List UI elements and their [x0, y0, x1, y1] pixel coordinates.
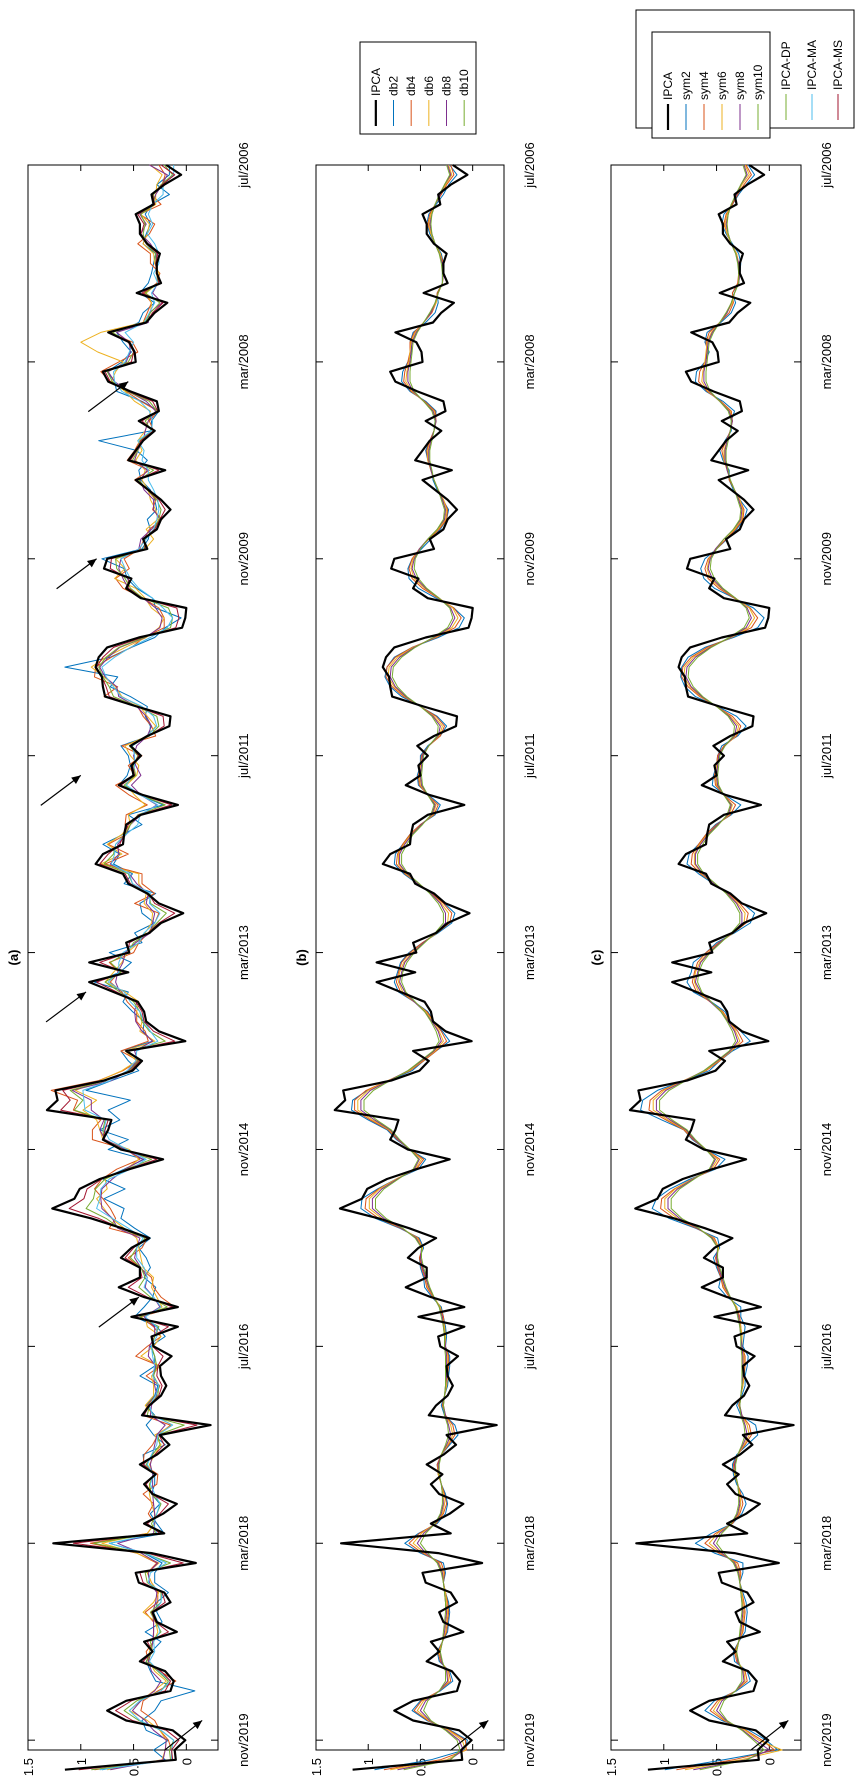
x-tick-label: jul/2016: [819, 1324, 834, 1371]
legend-label-db2: db2: [387, 76, 401, 96]
annotation-arrowhead: [87, 558, 97, 568]
legend-label-db4: db4: [404, 76, 418, 96]
legend-label-sym4: sym4: [697, 71, 711, 100]
legend-box: [359, 41, 477, 135]
legend-label-ipca-dp: IPCA-DP: [779, 41, 793, 90]
x-tick-label: jul/2016: [236, 1324, 251, 1371]
x-tick-label: mar/2008: [236, 334, 251, 389]
x-tick-label: mar/2018: [819, 1516, 834, 1571]
x-tick-label: jul/2006: [236, 142, 251, 189]
legend-label-sym6: sym6: [715, 71, 729, 100]
panel-title: (a): [6, 950, 21, 966]
x-tick-label: mar/2013: [522, 925, 537, 980]
legend-label-db8: db8: [440, 76, 454, 96]
x-tick-label: jul/2016: [522, 1324, 537, 1371]
y-tick-label: 0: [466, 1758, 481, 1765]
legend-label-sym10: sym10: [751, 64, 765, 100]
legend-label-sym2: sym2: [679, 71, 693, 100]
series-line-sym10: [659, 164, 765, 1771]
legend: IPCA sym2 sym4 sym6 sym8 sym10: [651, 31, 771, 139]
y-tick-label: 1.5: [309, 1758, 324, 1776]
y-tick-label: 1: [361, 1758, 376, 1765]
x-tick-label: jul/2011: [236, 733, 251, 779]
x-tick-label: nov/2019: [819, 1713, 834, 1767]
x-tick-label: mar/2013: [236, 925, 251, 980]
annotation-arrowhead: [76, 991, 87, 1001]
series-line-ipca: [333, 164, 498, 1771]
y-tick-label: 0.5: [127, 1758, 142, 1776]
x-tick-label: nov/2014: [819, 1123, 834, 1177]
y-tick-label: 0: [179, 1758, 194, 1765]
y-tick-label: 1: [657, 1758, 672, 1765]
legend-label-ipca-ma: IPCA-MA: [805, 40, 819, 90]
x-tick-label: mar/2018: [236, 1516, 251, 1571]
panel-b: 1.5 1 0.5 0jul/2006mar/2008nov/2009jul/2011…: [294, 41, 537, 1776]
series-line-ipca-ma: [82, 165, 175, 1771]
annotation-arrowhead: [129, 1297, 139, 1306]
annotation-arrowhead: [71, 775, 81, 784]
y-tick-label: 0: [762, 1758, 777, 1765]
panel-title: (c): [589, 950, 604, 966]
x-tick-label: nov/2019: [236, 1713, 251, 1767]
annotation-arrowhead: [778, 1720, 789, 1730]
x-tick-label: mar/2013: [819, 925, 834, 980]
panel-c: 1.5 1 0.5 0jul/2006mar/2008nov/2009jul/2011…: [589, 31, 834, 1776]
legend-label-ipca: IPCA: [369, 68, 383, 96]
series-line-ipca-ex3: [71, 164, 168, 1771]
x-tick-label: jul/2006: [819, 142, 834, 189]
y-tick-label: 1: [74, 1758, 89, 1765]
series-line-ipca-ex2: [75, 164, 174, 1771]
y-tick-label: 1.5: [604, 1758, 619, 1776]
x-tick-label: jul/2011: [819, 733, 834, 779]
x-tick-label: nov/2009: [819, 532, 834, 586]
x-tick-label: nov/2014: [236, 1123, 251, 1177]
x-tick-label: jul/2006: [522, 142, 537, 189]
legend-label-db10: db10: [457, 69, 471, 96]
legend: IPCA db2 db4 db6 db8 db10: [359, 41, 477, 135]
x-tick-label: mar/2018: [522, 1516, 537, 1571]
series-line-db10: [363, 164, 461, 1771]
x-tick-label: nov/2019: [522, 1713, 537, 1767]
x-tick-label: jul/2011: [522, 733, 537, 779]
annotation-arrowhead: [478, 1720, 489, 1730]
legend-label-db6: db6: [422, 76, 436, 96]
x-tick-label: nov/2014: [522, 1123, 537, 1177]
series-line-ipca: [628, 164, 795, 1771]
legend-label-sym8: sym8: [733, 71, 747, 100]
x-tick-label: mar/2008: [522, 334, 537, 389]
x-tick-label: mar/2008: [819, 334, 834, 389]
x-tick-label: nov/2009: [236, 532, 251, 586]
y-tick-label: 1.5: [21, 1758, 36, 1776]
x-tick-label: nov/2009: [522, 532, 537, 586]
legend-box: [651, 31, 771, 139]
panel-title: (b): [294, 949, 309, 966]
legend-label-ipca: IPCA: [661, 72, 675, 100]
annotation-arrowhead: [118, 381, 129, 391]
plot-area: [27, 164, 219, 1751]
series-line-ipca: [45, 164, 212, 1771]
annotation-arrowhead: [192, 1720, 203, 1730]
legend-label-ipca-ms: IPCA-MS: [831, 40, 845, 90]
